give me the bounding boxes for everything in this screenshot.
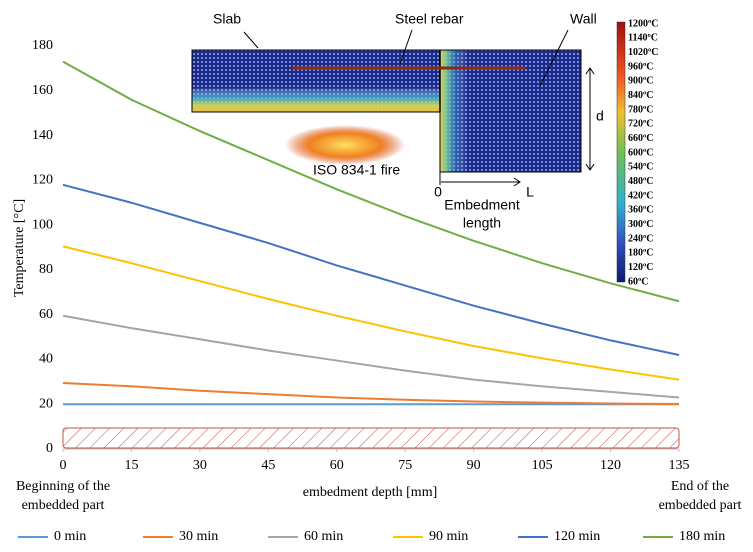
annotation: embedded part xyxy=(22,498,105,513)
legend-label: 60 min xyxy=(304,529,343,544)
colorbar-label: 360ºC xyxy=(628,205,654,216)
y-tick-label: 140 xyxy=(32,128,53,143)
series-line xyxy=(62,314,680,399)
x-tick-label: 30 xyxy=(193,458,207,473)
series-line xyxy=(62,60,680,303)
colorbar-label: 540ºC xyxy=(628,162,654,173)
y-tick-label: 0 xyxy=(46,441,53,456)
y-tick-label: 120 xyxy=(32,173,53,188)
annotation: embedded part xyxy=(659,498,742,513)
colorbar-label: 480ºC xyxy=(628,176,654,187)
colorbar-label: 240ºC xyxy=(628,233,654,244)
colorbar-label: 420ºC xyxy=(628,190,654,201)
colorbar-label: 960ºC xyxy=(628,61,654,72)
annotation: Beginning of the xyxy=(16,479,110,494)
x-tick-label: 120 xyxy=(600,458,621,473)
y-tick-label: 20 xyxy=(39,396,53,411)
x-tick-label: 75 xyxy=(398,458,412,473)
inset-label: length xyxy=(463,215,501,231)
legend-label: 180 min xyxy=(679,529,725,544)
colorbar-label: 720ºC xyxy=(628,119,654,130)
x-tick-label: 15 xyxy=(124,458,138,473)
x-tick-label: 0 xyxy=(60,458,67,473)
y-tick-label: 60 xyxy=(39,307,53,322)
hatched-zone xyxy=(62,427,680,449)
x-tick-label: 45 xyxy=(261,458,275,473)
colorbar-label: 180ºC xyxy=(628,248,654,259)
colorbar-label: 840ºC xyxy=(628,90,654,101)
x-tick-label: 60 xyxy=(330,458,344,473)
x-tick-label: 105 xyxy=(532,458,553,473)
legend-label: 30 min xyxy=(179,529,218,544)
series-line xyxy=(62,245,680,381)
y-tick-label: 180 xyxy=(32,38,53,53)
y-tick-label: 100 xyxy=(32,217,53,232)
inset-label: ISO 834-1 fire xyxy=(313,162,400,178)
x-tick-label: 135 xyxy=(669,458,690,473)
colorbar-label: 1020ºC xyxy=(628,47,659,58)
colorbar-label: 300ºC xyxy=(628,219,654,230)
colorbar-label: 60ºC xyxy=(628,276,649,287)
inset-label: d xyxy=(596,108,604,124)
inset-label: Steel rebar xyxy=(395,11,464,27)
legend-label: 120 min xyxy=(554,529,600,544)
annotation: End of the xyxy=(671,479,729,494)
series-line xyxy=(62,183,680,356)
colorbar-label: 1200ºC xyxy=(628,18,659,29)
colorbar-label: 900ºC xyxy=(628,76,654,87)
y-tick-label: 40 xyxy=(39,352,53,367)
y-axis-label: Temperature [°C] xyxy=(12,199,27,297)
y-tick-label: 160 xyxy=(32,83,53,98)
legend-label: 90 min xyxy=(429,529,468,544)
colorbar-label: 120ºC xyxy=(628,262,654,273)
inset-label: Embedment xyxy=(444,197,520,213)
inset-label: 0 xyxy=(434,184,442,200)
colorbar-label: 660ºC xyxy=(628,133,654,144)
inset-label: Slab xyxy=(213,11,241,27)
y-tick-label: 80 xyxy=(39,262,53,277)
inset-diagram xyxy=(191,21,626,283)
inset-label: Wall xyxy=(570,11,597,27)
colorbar-label: 780ºC xyxy=(628,104,654,115)
colorbar-label: 600ºC xyxy=(628,147,654,158)
inset-label: L xyxy=(526,184,534,200)
x-tick-label: 90 xyxy=(467,458,481,473)
series-line xyxy=(62,381,680,405)
legend-label: 0 min xyxy=(54,529,86,544)
colorbar-label: 1140ºC xyxy=(628,33,658,44)
x-axis-label: embedment depth [mm] xyxy=(303,485,438,500)
